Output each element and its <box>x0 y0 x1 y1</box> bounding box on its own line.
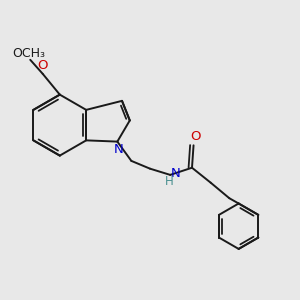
Text: O: O <box>38 58 48 72</box>
Text: OCH₃: OCH₃ <box>12 47 45 60</box>
Text: H: H <box>165 175 173 188</box>
Text: N: N <box>114 143 124 157</box>
Text: N: N <box>171 167 181 180</box>
Text: O: O <box>190 130 200 143</box>
